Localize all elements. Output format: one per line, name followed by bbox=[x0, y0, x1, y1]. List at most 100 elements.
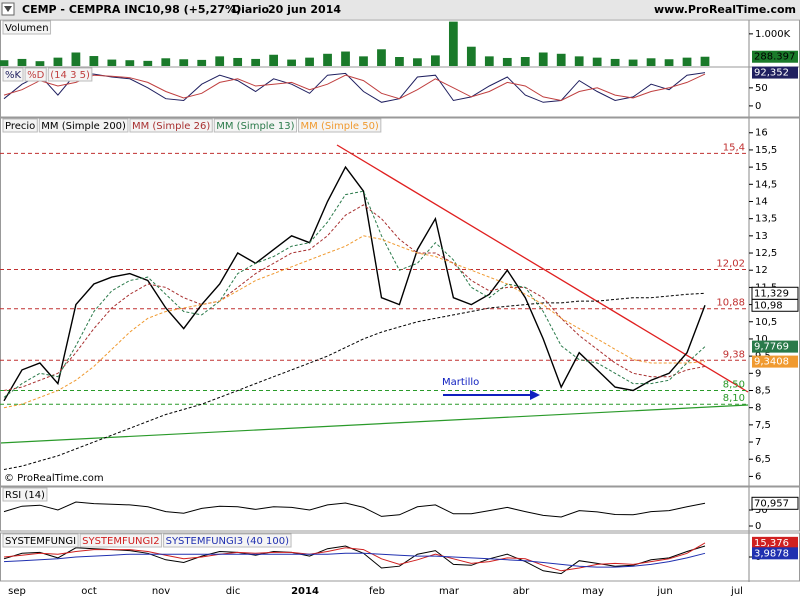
volume-bar bbox=[466, 46, 476, 66]
volume-bar bbox=[269, 54, 278, 66]
panel-params: (14 3 5) bbox=[50, 70, 90, 81]
x-tick-label: feb bbox=[369, 586, 385, 597]
y-tick-label: 12,5 bbox=[755, 248, 777, 259]
legend-entry: SYSTEMFUNGI bbox=[5, 536, 76, 547]
series-line bbox=[3, 73, 706, 102]
volume-bar bbox=[161, 58, 171, 66]
x-tick-label: oct bbox=[81, 586, 97, 597]
value-box-label: 3,9878 bbox=[754, 548, 789, 559]
y-tick-label: 13,5 bbox=[755, 214, 777, 225]
volume-bar bbox=[71, 52, 81, 66]
series-line bbox=[3, 501, 706, 518]
series-line bbox=[3, 204, 706, 391]
x-tick-label: jun bbox=[656, 586, 672, 597]
volume-bar bbox=[413, 58, 422, 66]
trendline-up bbox=[0, 404, 749, 444]
value-box-label: 10,98 bbox=[754, 300, 783, 311]
y-tick-label: 10 bbox=[755, 334, 768, 345]
value-box-label: 9,7769 bbox=[754, 342, 789, 353]
volume-bar bbox=[0, 60, 9, 66]
y-tick-label: 9 bbox=[755, 368, 761, 379]
panel-frame bbox=[0, 66, 800, 118]
volume-bar bbox=[395, 57, 404, 66]
header-date: 20 jun 2014 bbox=[268, 3, 341, 16]
volume-bar bbox=[305, 57, 314, 66]
volume-bar bbox=[431, 55, 440, 66]
legend-box bbox=[2, 20, 52, 35]
y-tick-label: 50 bbox=[755, 83, 768, 94]
legend-box bbox=[298, 118, 382, 133]
volume-bar bbox=[341, 51, 350, 66]
y-tick-label: 15,5 bbox=[755, 145, 777, 156]
x-tick-label: jul bbox=[730, 586, 743, 597]
value-box-label: 92,352 bbox=[754, 68, 789, 79]
volume-bar bbox=[143, 60, 153, 66]
value-box bbox=[752, 536, 798, 549]
volume-bar bbox=[179, 59, 189, 66]
y-tick-label: 7,5 bbox=[755, 420, 771, 431]
value-box-label: 9,3408 bbox=[754, 357, 789, 368]
y-tick-label: 0 bbox=[755, 101, 761, 112]
y-tick-label: 6 bbox=[755, 471, 761, 482]
watermark: © ProRealTime.com bbox=[4, 473, 104, 484]
legend-entry: SYSTEMFUNGI3 (40 100) bbox=[166, 536, 290, 547]
level-label: 8,50 bbox=[723, 379, 745, 390]
y-tick-label: 1.000K bbox=[755, 29, 791, 40]
volume-bar bbox=[287, 59, 296, 66]
volume-bar bbox=[448, 21, 458, 66]
volume-bar bbox=[107, 59, 117, 66]
level-label: 15,4 bbox=[723, 142, 745, 153]
volume-bar bbox=[215, 56, 225, 66]
volume-bar bbox=[197, 59, 207, 66]
legend-entry: %K bbox=[5, 70, 22, 81]
volume-bar bbox=[646, 58, 656, 66]
volume-bar bbox=[377, 49, 386, 66]
volume-bar bbox=[556, 53, 566, 66]
panel-title: Volumen bbox=[5, 23, 49, 34]
y-tick-label: 6,5 bbox=[755, 454, 771, 465]
header-change: 10,98 (+5,27%) bbox=[145, 3, 241, 16]
y-tick-label: 15 bbox=[755, 162, 768, 173]
volume-bar bbox=[682, 57, 692, 66]
y-tick-label: 10,5 bbox=[755, 317, 777, 328]
level-label: 12,02 bbox=[716, 259, 745, 270]
y-tick-label: 50 bbox=[755, 505, 768, 516]
value-box bbox=[752, 50, 798, 63]
volume-bar bbox=[359, 56, 368, 66]
y-tick-label: 8 bbox=[755, 403, 761, 414]
value-box bbox=[751, 286, 799, 300]
value-box bbox=[752, 547, 798, 560]
volume-bar bbox=[502, 57, 512, 66]
volume-bar bbox=[89, 56, 99, 66]
x-tick-label: sep bbox=[8, 586, 26, 597]
legend-box bbox=[213, 118, 298, 133]
y-tick-label: 16 bbox=[755, 128, 768, 139]
volume-bar bbox=[233, 57, 243, 66]
series-line bbox=[3, 545, 706, 575]
x-tick-label: nov bbox=[152, 586, 170, 597]
y-tick-label: 14,5 bbox=[755, 179, 777, 190]
volume-bar bbox=[664, 59, 674, 66]
annotation-arrowhead bbox=[530, 390, 540, 400]
legend-box bbox=[38, 118, 129, 133]
volume-bar bbox=[251, 58, 261, 66]
legend-box bbox=[163, 533, 292, 548]
series-line bbox=[3, 552, 706, 568]
trendline-down bbox=[336, 144, 749, 393]
value-box bbox=[752, 340, 798, 353]
annotation: Martillo bbox=[442, 377, 479, 388]
level-label: 9,38 bbox=[723, 349, 745, 360]
volume-bar bbox=[700, 56, 710, 66]
x-tick-label: abr bbox=[513, 586, 530, 597]
y-tick-label: 8,5 bbox=[755, 385, 771, 396]
volume-bar bbox=[610, 58, 620, 66]
legend-box bbox=[79, 533, 163, 548]
y-tick-label: 13 bbox=[755, 231, 768, 242]
x-tick-label: 2014 bbox=[291, 586, 319, 597]
legend-entry: %D bbox=[27, 70, 45, 81]
x-tick-label: may bbox=[582, 586, 604, 597]
series-line bbox=[3, 165, 706, 402]
legend-entry: MM (Simple 50) bbox=[301, 121, 379, 132]
